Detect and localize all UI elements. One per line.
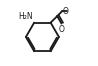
Text: O: O: [62, 7, 68, 16]
Text: O: O: [59, 25, 64, 34]
Text: H₂N: H₂N: [18, 12, 33, 21]
